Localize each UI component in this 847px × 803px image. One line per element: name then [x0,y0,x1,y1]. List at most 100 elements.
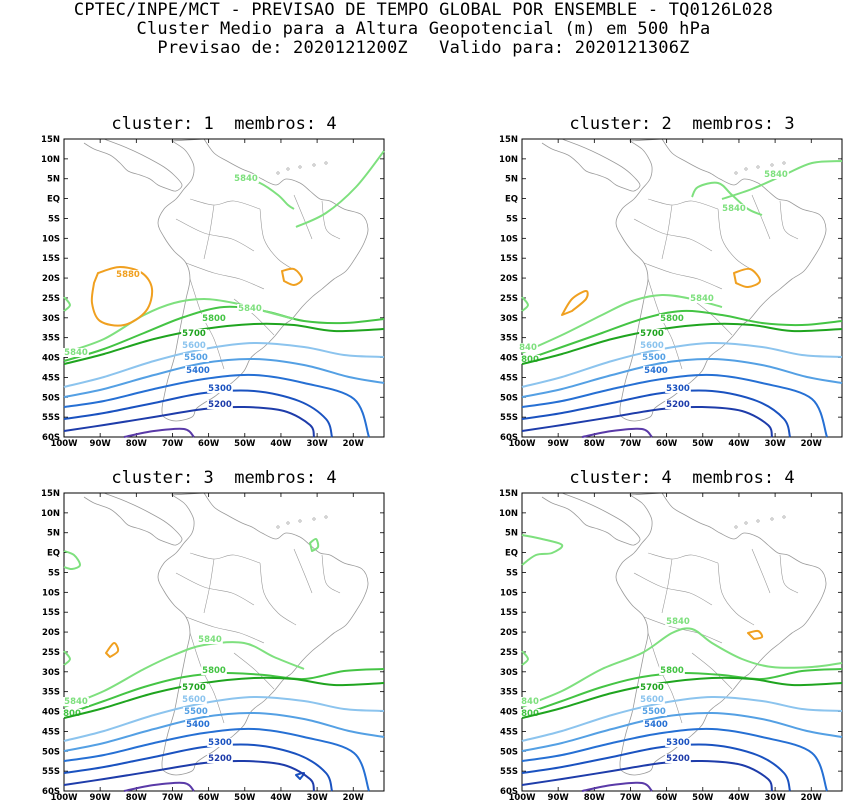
lon-tick-label: 40W [270,793,292,803]
contour-label-5700: 5700 [640,329,664,339]
contour-label-5300: 5300 [666,738,690,748]
contour-5500 [63,711,385,752]
lat-tick-label: 55S [42,413,60,423]
lat-tick-label: 20S [42,628,60,638]
lon-tick-label: 20W [801,793,823,803]
contour-5500 [521,357,843,398]
contour-label-5400: 5400 [186,366,210,376]
contour-label-5800: 5800 [660,314,684,324]
lat-tick-label: 10N [41,155,60,165]
lat-tick-label: 40S [42,708,60,718]
contour-label-5840: 5840 [64,348,88,358]
lat-tick-label: 25S [500,294,518,304]
lon-tick-label: 100W [508,439,536,449]
lat-tick-label: 35S [500,334,518,344]
lat-tick-label: 50S [500,747,518,757]
lon-tick-label: 50W [234,793,256,803]
lon-tick-label: 60W [656,439,678,449]
lon-tick-label: 60W [198,439,220,449]
lat-tick-label: EQ [47,549,60,559]
contour-label-5840: 5840 [198,635,222,645]
lat-tick-label: 35S [42,688,60,698]
lat-tick-label: 15S [42,608,60,618]
contour-5500 [521,711,843,752]
map-panel-3: 15N 10N 5N EQ 5S 10S 15S 20S 25S 30S 35S 40S 45S 50S 5… [41,489,385,803]
lon-tick-label: 70W [162,793,184,803]
contour-5400 [521,727,828,792]
contour-5840-edge [63,296,71,312]
lat-tick-label: 25S [42,648,60,658]
contour-label-5200: 5200 [666,400,690,410]
contour-5840-north [691,181,763,216]
contour-label-5800: 800 [521,355,539,365]
lat-tick-label: 5N [47,529,60,539]
lat-tick-label: 15N [41,489,60,499]
map-panel-1: 15N 10N 5N EQ 5S 10S 15S 20S 25S 30S 35S 40S 45S 50S 5… [41,135,385,449]
lon-tick-label: 40W [728,439,750,449]
coastline [541,492,827,776]
contour-5880-b [733,267,761,289]
lon-tick-label: 80W [584,793,606,803]
contour-5400 [63,727,370,792]
contour-5840-ne [295,150,385,228]
lon-tick-label: 40W [728,793,750,803]
lon-tick-label: 30W [306,793,328,803]
lat-tick-label: 10S [500,234,518,244]
lon-tick-label: 80W [584,439,606,449]
contour-5800 [63,305,385,362]
lon-tick-label: 90W [548,439,570,449]
contour-5100 [581,781,653,792]
lon-tick-label: 90W [548,793,570,803]
lat-tick-label: 20S [500,274,518,284]
lat-tick-label: 35S [500,688,518,698]
lat-tick-label: 10S [42,234,60,244]
lat-tick-label: 15N [499,135,518,145]
lon-tick-label: 100W [50,793,78,803]
forecast-times: Previsao de: 2020121200Z Valido para: 20… [157,38,690,58]
contour-label-5840: 5840 [722,204,746,214]
contour-label-5300: 5300 [208,738,232,748]
map-frame [63,492,385,792]
lon-tick-label: 20W [801,439,823,449]
contour-label-5880: 5880 [116,270,140,280]
contour-5100 [581,427,653,438]
contour-5880 [90,266,154,327]
map-frame [521,492,843,792]
contour-5600 [521,695,843,742]
lat-tick-label: 50S [42,393,60,403]
lon-tick-label: 40W [270,439,292,449]
lat-tick-label: 50S [500,393,518,403]
contour-label-5200: 5200 [208,754,232,764]
lat-tick-label: 10N [41,509,60,519]
contour-label-5500: 5500 [642,353,666,363]
lat-tick-label: 45S [42,727,60,737]
coastline [83,138,369,422]
lat-tick-label: EQ [47,195,60,205]
contour-label-5840: 840 [519,343,537,353]
panel-3-title: cluster: 3 membros: 4 [111,468,337,488]
lon-tick-label: 90W [90,793,112,803]
lat-tick-label: 5N [47,175,60,185]
contour-5840-edge [521,296,529,312]
contour-label-5800: 800 [521,709,539,719]
lon-tick-label: 70W [620,793,642,803]
lon-tick-label: 60W [198,793,220,803]
contour-5840-edge [63,650,71,666]
lat-tick-label: 15N [499,489,518,499]
contour-5840-west [521,534,564,566]
map-panel-2: 15N 10N 5N EQ 5S 10S 15S 20S 25S 30S 35S 40S 45S 50S 5… [499,135,843,449]
lat-tick-label: 25S [42,294,60,304]
lat-tick-label: 30S [500,314,518,324]
contour-label-5300: 5300 [208,384,232,394]
contour-label-5700: 5700 [182,683,206,693]
map-panel-4: 15N 10N 5N EQ 5S 10S 15S 20S 25S 30S 35S 40S 45S 50S 5… [499,489,843,803]
lat-tick-label: 45S [500,373,518,383]
lat-tick-label: 30S [500,668,518,678]
contour-label-5600: 5600 [182,695,206,705]
lat-tick-label: 25S [500,648,518,658]
contour-label-5600: 5600 [182,341,206,351]
lat-tick-label: 5N [505,175,518,185]
lat-tick-label: 5S [506,568,518,578]
lat-tick-label: 30S [42,668,60,678]
lon-tick-label: 30W [764,439,786,449]
